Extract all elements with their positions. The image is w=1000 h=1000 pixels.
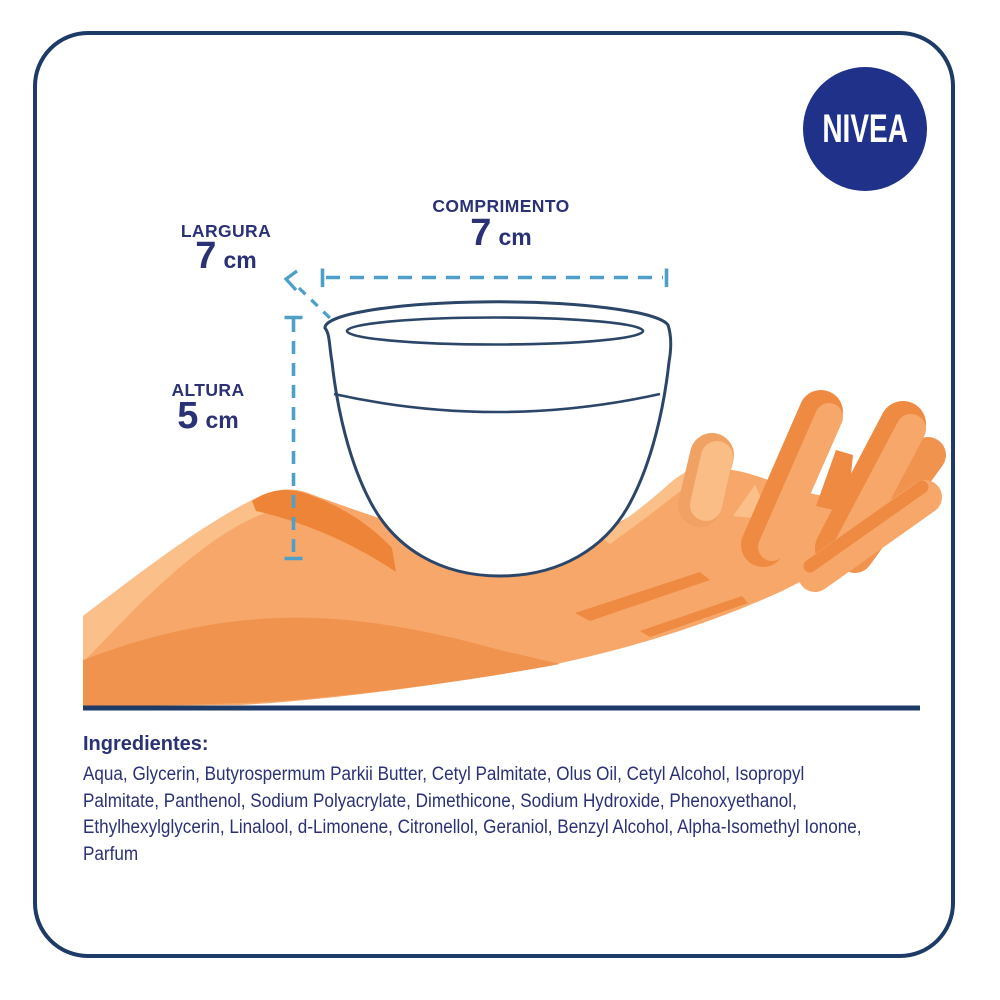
largura-unit: cm xyxy=(223,247,257,273)
ingredients-text: Aqua, Glycerin, Butyrospermum Parkii But… xyxy=(83,764,862,865)
altura-value: 5 cm xyxy=(118,397,298,435)
largura-number: 7 xyxy=(195,235,217,277)
altura-dimension-line xyxy=(284,315,303,561)
nivea-logo-text: NIVEA xyxy=(822,106,908,151)
cream-jar-illustration xyxy=(323,300,673,578)
altura-unit: cm xyxy=(205,407,239,433)
nivea-logo: NIVEA xyxy=(803,67,927,191)
comprimento-value: 7 cm xyxy=(376,214,626,252)
card-border xyxy=(33,31,955,958)
comprimento-dimension-line xyxy=(320,268,669,287)
largura-dimension-line xyxy=(283,269,333,321)
altura-number: 5 xyxy=(177,395,199,437)
comprimento-unit: cm xyxy=(498,224,532,250)
ingredients-section: Ingredientes: Aqua, Glycerin, Butyrosper… xyxy=(83,732,1000,868)
altura-label: ALTURA xyxy=(171,380,245,400)
ingredients-heading: Ingredientes: xyxy=(83,733,209,755)
largura-label: LARGURA xyxy=(180,221,272,241)
comprimento-number: 7 xyxy=(470,212,492,254)
comprimento-label: COMPRIMENTO xyxy=(432,196,570,216)
hand-illustration xyxy=(83,390,946,706)
largura-value: 7 cm xyxy=(136,237,316,275)
jar-lid-seam xyxy=(333,392,661,414)
jar-opening xyxy=(345,316,645,346)
